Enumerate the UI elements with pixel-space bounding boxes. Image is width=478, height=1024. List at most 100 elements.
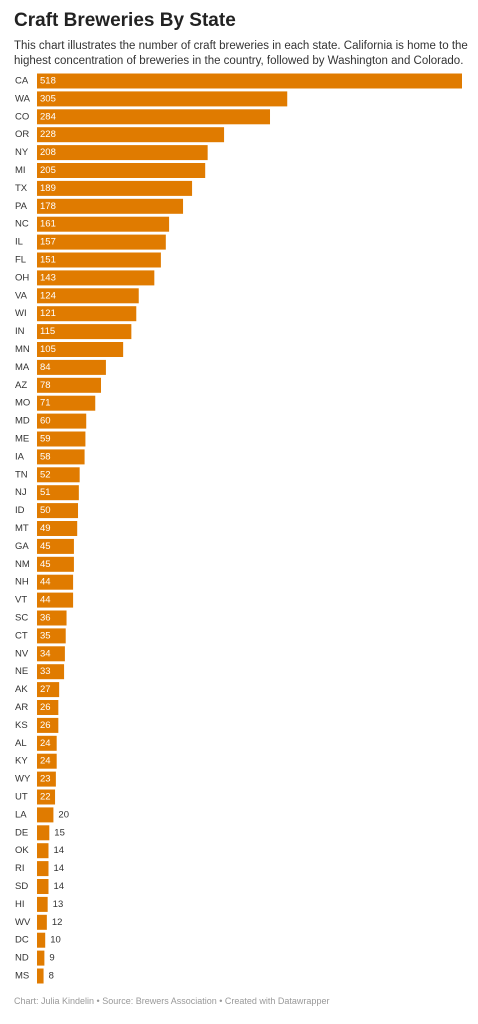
bar [37, 377, 101, 393]
value-label: 14 [53, 881, 64, 892]
y-tick-label: DC [15, 935, 29, 946]
y-tick-label: HI [15, 899, 25, 910]
bar [37, 914, 47, 930]
value-label: 33 [40, 666, 51, 677]
y-tick-label: IL [15, 237, 23, 248]
value-label: 26 [40, 702, 51, 713]
value-label: 50 [40, 505, 51, 516]
y-tick-label: NM [15, 559, 30, 570]
bar [37, 843, 49, 859]
bar [37, 234, 166, 250]
value-label: 13 [53, 899, 64, 910]
y-tick-label: WA [15, 93, 31, 104]
bar [37, 968, 44, 984]
y-tick-label: AZ [15, 380, 27, 391]
y-tick-label: GA [15, 541, 29, 552]
bar [37, 592, 74, 608]
bar [37, 288, 139, 304]
y-tick-label: MN [15, 344, 30, 355]
bar [37, 395, 96, 411]
value-label: 24 [40, 738, 51, 749]
y-tick-label: MI [15, 165, 26, 176]
y-tick-label: NV [15, 648, 29, 659]
bar [37, 449, 85, 465]
bar [37, 127, 225, 143]
y-tick-label: FL [15, 255, 26, 266]
y-tick-label: SD [15, 881, 28, 892]
y-tick-label: OR [15, 129, 29, 140]
chart-title: Craft Breweries By State [14, 10, 236, 31]
y-tick-label: TX [15, 183, 28, 194]
bar [37, 682, 60, 698]
value-label: 157 [40, 237, 56, 248]
bar [37, 807, 54, 823]
bar [37, 252, 161, 268]
value-label: 8 [49, 971, 54, 982]
value-label: 14 [53, 863, 64, 874]
bar [37, 950, 45, 966]
y-tick-label: WY [15, 774, 31, 785]
y-tick-label: KY [15, 756, 28, 767]
bar [37, 324, 132, 340]
bar [37, 610, 67, 626]
value-label: 178 [40, 201, 56, 212]
value-label: 305 [40, 93, 56, 104]
value-label: 27 [40, 684, 51, 695]
value-label: 52 [40, 469, 51, 480]
y-tick-label: KS [15, 720, 28, 731]
bar [37, 896, 48, 912]
value-label: 205 [40, 165, 56, 176]
bar [37, 145, 208, 161]
bar [37, 700, 59, 715]
bar [37, 825, 50, 841]
bar [37, 717, 59, 733]
y-tick-label: OH [15, 272, 29, 283]
bar [37, 180, 193, 196]
value-label: 105 [40, 344, 56, 355]
value-label: 35 [40, 630, 51, 641]
y-tick-label: CA [15, 76, 29, 87]
y-tick-label: PA [15, 201, 28, 212]
y-tick-label: NH [15, 577, 29, 588]
value-label: 59 [40, 434, 51, 445]
y-tick-label: LA [15, 809, 27, 820]
value-label: 284 [40, 111, 56, 122]
value-label: 45 [40, 541, 51, 552]
y-tick-label: MD [15, 416, 30, 427]
value-label: 44 [40, 577, 51, 588]
y-tick-label: MA [15, 362, 30, 373]
value-label: 518 [40, 76, 56, 87]
value-label: 15 [54, 827, 65, 838]
bar [37, 342, 124, 357]
y-tick-label: IA [15, 451, 25, 462]
bar [37, 485, 79, 501]
bar [37, 73, 462, 89]
value-label: 78 [40, 380, 51, 391]
value-label: 10 [50, 935, 61, 946]
value-label: 22 [40, 792, 51, 803]
y-tick-label: VT [15, 595, 27, 606]
y-tick-label: WV [15, 917, 31, 928]
bar [37, 109, 271, 125]
value-label: 34 [40, 648, 51, 659]
value-label: 115 [40, 326, 55, 337]
bar [37, 216, 170, 232]
bar [37, 556, 74, 572]
y-tick-label: DE [15, 827, 28, 838]
value-label: 20 [58, 809, 69, 820]
y-tick-label: IN [15, 326, 25, 337]
bar [37, 413, 87, 429]
y-tick-label: AK [15, 684, 28, 695]
value-label: 49 [40, 523, 51, 534]
y-tick-label: UT [15, 792, 28, 803]
bar [37, 467, 80, 483]
y-tick-label: TN [15, 469, 28, 480]
bar [37, 163, 206, 178]
y-tick-label: CT [15, 630, 28, 641]
value-label: 36 [40, 613, 51, 624]
value-label: 228 [40, 129, 56, 140]
bar [37, 431, 86, 447]
bar [37, 91, 288, 107]
y-tick-label: MT [15, 523, 29, 534]
value-label: 124 [40, 290, 56, 301]
